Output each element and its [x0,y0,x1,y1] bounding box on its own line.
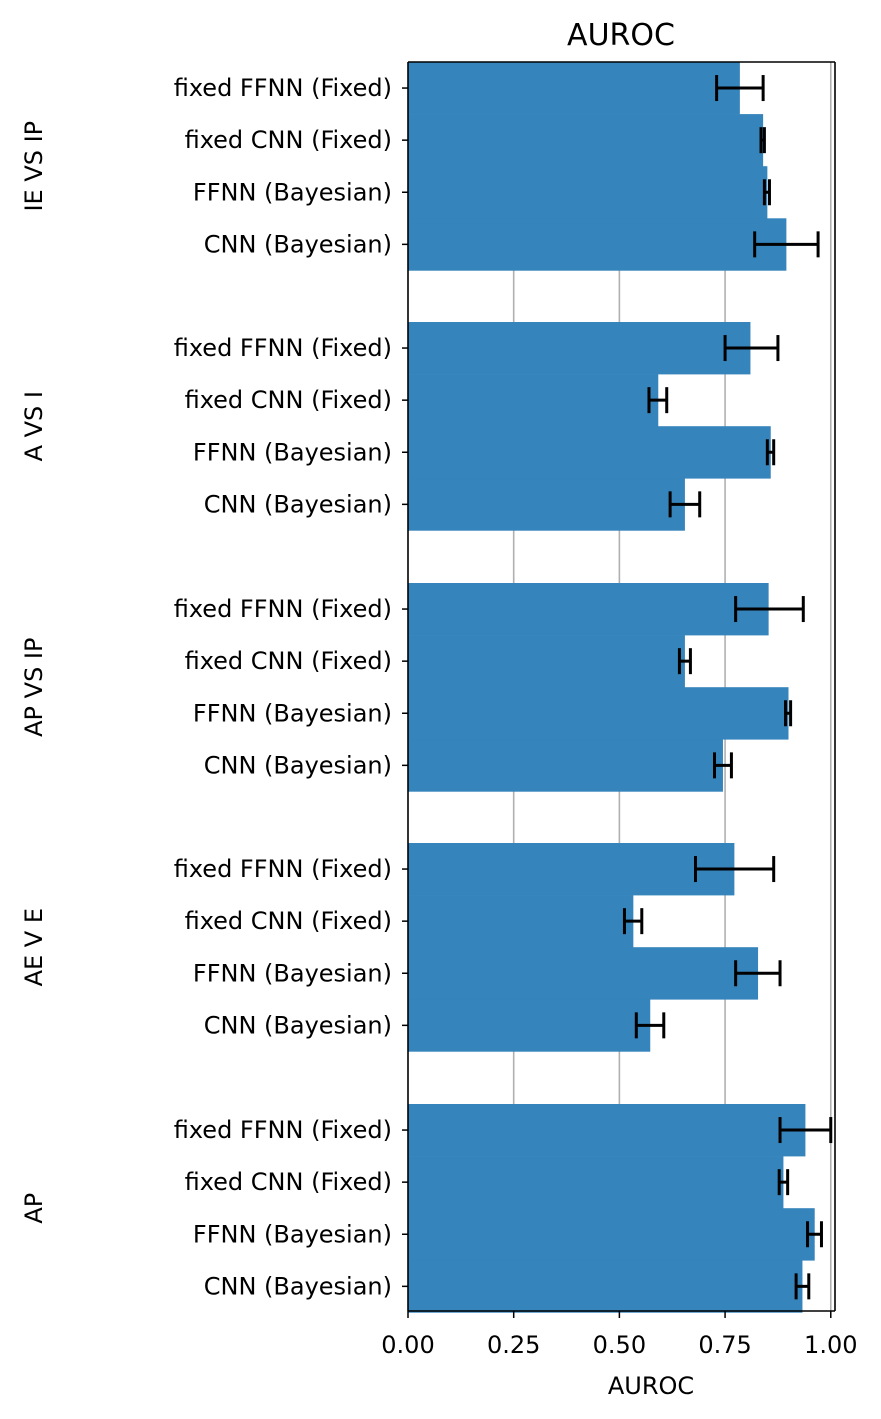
y-tick-labels: fixed FFNN (Fixed) fixed CNN (Fixed) FFNN … [174,74,392,1300]
ytick-label-0-3: CNN (Bayesian) [204,230,392,258]
bar-0-0 [408,62,740,115]
bar-1-1 [408,374,659,427]
bars [408,62,815,1313]
group-label-2: AP VS IP [20,638,48,737]
chart-title: AUROC [567,18,675,53]
bar-4-1 [408,1156,784,1209]
ytick-label-4-0: fixed FFNN (Fixed) [174,1116,392,1144]
ytick-label-3-0: fixed FFNN (Fixed) [174,855,392,883]
ytick-label-1-3: CNN (Bayesian) [204,490,392,518]
ytick-label-2-0: fixed FFNN (Fixed) [174,595,392,623]
group-labels: IE VS IP A VS I AP VS IP AE V E AP [20,121,48,1224]
bar-1-3 [408,478,685,531]
ytick-label-2-1: fixed CNN (Fixed) [185,647,392,675]
bar-2-1 [408,635,685,688]
bar-1-0 [408,322,751,375]
bar-1-2 [408,426,771,479]
xtick-label-4: 1.00 [804,1331,857,1359]
bar-3-1 [408,895,634,948]
bar-2-2 [408,687,789,740]
bar-2-0 [408,583,769,636]
ytick-label-2-2: FFNN (Bayesian) [193,699,392,727]
ytick-label-4-1: fixed CNN (Fixed) [185,1168,392,1196]
ytick-label-4-3: CNN (Bayesian) [204,1272,392,1300]
error-bars [622,75,833,1300]
xtick-label-3: 0.75 [698,1331,751,1359]
ytick-label-3-3: CNN (Bayesian) [204,1011,392,1039]
bar-3-0 [408,843,735,896]
group-label-3: AE V E [20,908,48,986]
bar-0-1 [408,114,764,167]
ytick-label-0-0: fixed FFNN (Fixed) [174,74,392,102]
ytick-label-2-3: CNN (Bayesian) [204,751,392,779]
bar-2-3 [408,739,723,792]
bar-0-2 [408,166,768,219]
x-ticks: 0.00 0.25 0.50 0.75 1.00 [381,1311,857,1359]
ytick-label-0-1: fixed CNN (Fixed) [185,126,392,154]
ytick-label-3-1: fixed CNN (Fixed) [185,907,392,935]
ytick-label-1-0: fixed FFNN (Fixed) [174,334,392,362]
axes [402,61,836,1312]
xtick-label-0: 0.00 [381,1331,434,1359]
ytick-label-1-1: fixed CNN (Fixed) [185,386,392,414]
ytick-label-0-2: FFNN (Bayesian) [193,178,392,206]
group-label-0: IE VS IP [20,121,48,212]
bar-3-2 [408,947,759,1000]
bar-0-3 [408,218,787,271]
bar-3-3 [408,999,651,1052]
ytick-label-3-2: FFNN (Bayesian) [193,959,392,987]
xtick-label-2: 0.50 [593,1331,646,1359]
group-label-4: AP [20,1193,48,1224]
ytick-label-4-2: FFNN (Bayesian) [193,1220,392,1248]
ytick-label-1-2: FFNN (Bayesian) [193,438,392,466]
bar-4-0 [408,1104,806,1157]
xtick-label-1: 0.25 [487,1331,540,1359]
bar-4-2 [408,1208,815,1261]
bar-4-3 [408,1260,803,1313]
x-axis-label: AUROC [608,1372,694,1400]
group-label-1: A VS I [20,391,48,461]
